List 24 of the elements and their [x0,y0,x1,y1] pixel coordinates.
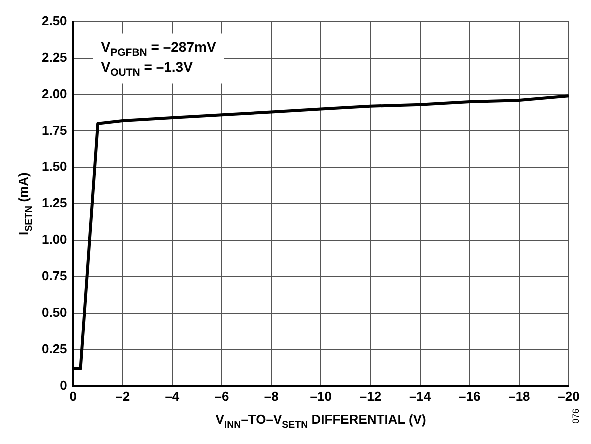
y-tick-label: 2.50 [42,13,68,28]
y-tick-label: 1.25 [42,196,68,211]
x-tick-label: –20 [558,388,580,404]
y-tick-label: 0.75 [42,268,68,284]
text: 076 [571,408,581,424]
x-tick-label: –18 [508,388,530,404]
x-tick-label: –12 [360,388,382,404]
y-axis-title: ISETN (mA) [16,172,35,236]
y-tick-label: 1.00 [42,232,68,248]
y-tick-label: 1.75 [42,122,68,138]
x-tick-label: –4 [165,388,180,404]
y-tick-label: 0.25 [42,342,68,357]
y-tick-label: 1.50 [42,159,68,174]
x-tick-label: –6 [214,388,230,404]
x-tick-label: 0 [70,388,77,404]
x-tick-label: –14 [409,388,432,404]
y-tick-label: 0.50 [42,305,68,320]
y-tick-label: 2.00 [42,86,68,102]
y-tick-label: 2.25 [42,50,68,65]
x-tick-label: –2 [116,388,130,404]
x-tick-label: –10 [310,388,332,404]
y-tick-label: 0 [60,378,68,393]
x-tick-label: –16 [459,388,481,404]
x-tick-label: –8 [264,388,279,404]
